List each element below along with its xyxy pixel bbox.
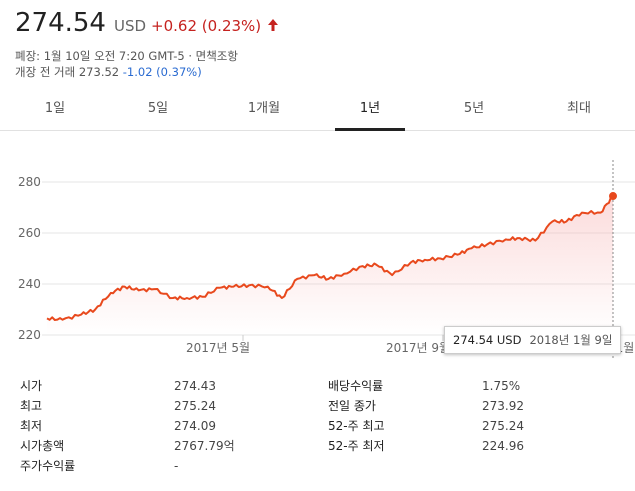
- tab-label: 5년: [463, 101, 485, 116]
- tab-1d[interactable]: 1일: [25, 95, 85, 130]
- stat-value-pe: -: [174, 459, 179, 473]
- tab-label: 5일: [147, 101, 169, 116]
- stat-row: 최저 274.09 52-주 최고 275.24: [20, 416, 620, 436]
- active-tab-indicator: [335, 128, 405, 131]
- y-tick-label: 220: [18, 328, 41, 342]
- tab-5y[interactable]: 5년: [444, 95, 504, 130]
- range-tabs: 1일 5일 1개월 1년 5년 최대: [0, 95, 635, 131]
- arrow-up-icon: [267, 17, 279, 31]
- tab-5d[interactable]: 5일: [128, 95, 188, 130]
- stat-label-dividend: 배당수익률: [328, 379, 384, 393]
- tab-label: 1일: [44, 101, 66, 116]
- stat-value-dividend: 1.75%: [482, 379, 521, 393]
- y-tick-label: 260: [18, 226, 41, 240]
- currency-label: USD: [113, 17, 147, 35]
- current-price: 274.54: [15, 8, 106, 38]
- tab-1m[interactable]: 1개월: [234, 95, 294, 130]
- stat-label-low: 최저: [20, 419, 43, 433]
- tab-1y[interactable]: 1년: [335, 95, 405, 131]
- stat-row: 시가총액 2767.79억 52-주 최저 224.96: [20, 436, 620, 456]
- stat-value-prev-close: 273.92: [482, 399, 524, 413]
- stat-label-pe: 주가수익률: [20, 459, 76, 473]
- price-row: 274.54 USD +0.62 (0.23%): [15, 8, 279, 42]
- tooltip-date: 2018년 1월 9일: [529, 333, 613, 347]
- x-tick-label: 2017년 9월: [386, 341, 450, 355]
- tab-label: 1년: [359, 101, 381, 116]
- close-info: 폐장: 1월 10일 오전 7:20 GMT-5 · 면책조항: [15, 49, 238, 63]
- y-tick-label: 240: [18, 277, 41, 291]
- stat-row: 주가수익률 -: [20, 456, 620, 476]
- stat-label-open: 시가: [20, 379, 43, 393]
- stat-label-high: 최고: [20, 399, 43, 413]
- premarket-change: -1.02 (0.37%): [122, 65, 202, 79]
- price-change: +0.62 (0.23%): [151, 17, 262, 35]
- stat-row: 최고 275.24 전일 종가 273.92: [20, 396, 620, 416]
- price-area: [47, 196, 613, 335]
- stat-value-high: 275.24: [174, 399, 216, 413]
- premarket-label: 개장 전 거래 273.52: [15, 65, 120, 79]
- tab-max[interactable]: 최대: [549, 95, 609, 130]
- y-tick-label: 280: [18, 175, 41, 189]
- stat-label-prev-close: 전일 종가: [328, 399, 376, 413]
- stat-label-52w-low: 52-주 최저: [328, 439, 385, 453]
- x-tick-label: 2017년 5월: [186, 341, 250, 355]
- price-line: [46, 195, 614, 321]
- tooltip-value: 274.54 USD: [453, 333, 522, 347]
- chart-tooltip: 274.54 USD 2018년 1월 9일: [444, 326, 622, 354]
- stat-label-52w-high: 52-주 최고: [328, 419, 385, 433]
- stat-value-low: 274.09: [174, 419, 216, 433]
- stat-label-market-cap: 시가총액: [20, 439, 65, 453]
- tab-label: 최대: [567, 101, 591, 116]
- premarket-info: 개장 전 거래 273.52 -1.02 (0.37%): [15, 64, 202, 80]
- stat-value-52w-low: 224.96: [482, 439, 524, 453]
- last-point-marker: [609, 192, 617, 201]
- stat-value-open: 274.43: [174, 379, 216, 393]
- price-chart[interactable]: 280 260 240 220 2017년 5월 2017년 9월 1월: [0, 140, 635, 365]
- stat-value-market-cap: 2767.79억: [174, 439, 235, 453]
- tab-label: 1개월: [247, 101, 281, 116]
- stat-value-52w-high: 275.24: [482, 419, 524, 433]
- stat-row: 시가 274.43 배당수익률 1.75%: [20, 376, 620, 396]
